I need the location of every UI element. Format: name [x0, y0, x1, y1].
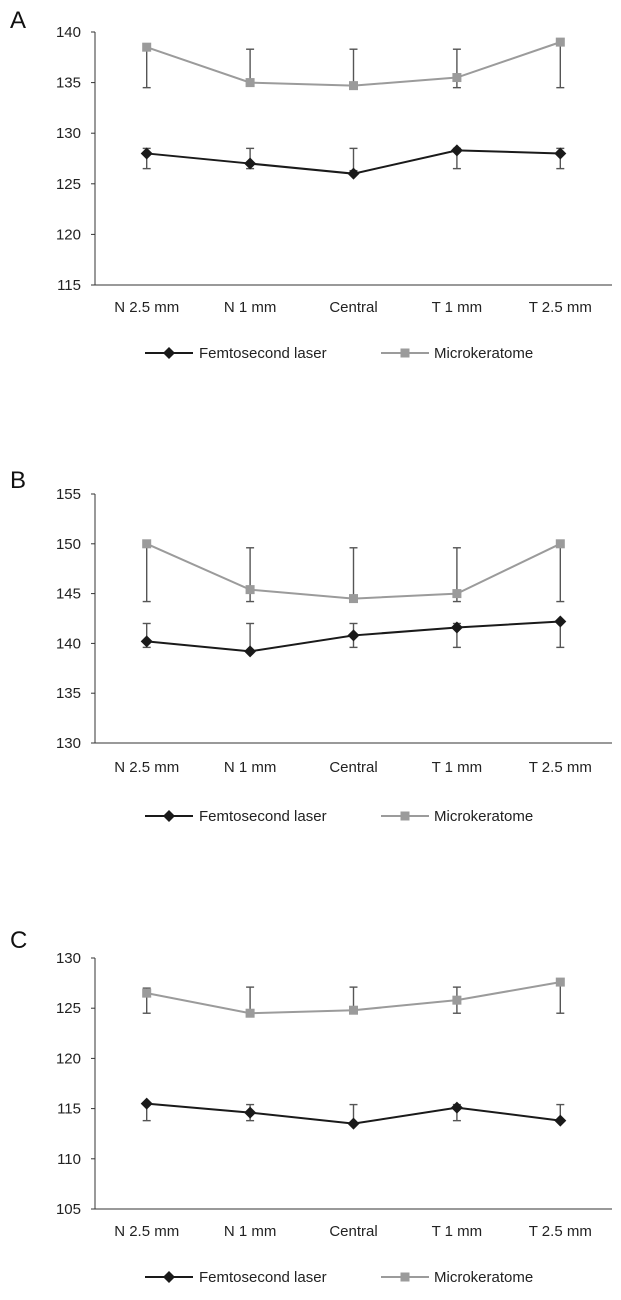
legend-item: Femtosecond laser	[145, 1269, 327, 1286]
x-tick-label: T 2.5 mm	[529, 299, 592, 316]
legend: Femtosecond laser Microkeratome	[145, 345, 533, 362]
data-point-square	[555, 539, 565, 549]
data-point-diamond	[450, 621, 463, 634]
x-tick-label: Central	[329, 1223, 377, 1240]
legend-item: Microkeratome	[381, 808, 533, 825]
legend: Femtosecond laser Microkeratome	[145, 808, 533, 825]
data-point-square	[349, 594, 358, 604]
y-tick-label: 130	[56, 950, 81, 967]
y-tick-label: 140	[56, 635, 81, 652]
data-point-square	[452, 589, 462, 599]
panel-label: C	[10, 927, 27, 954]
data-point-square	[142, 539, 152, 549]
series-microkeratome	[142, 37, 565, 91]
series-femtosecond-laser	[140, 615, 567, 658]
legend-marker-square	[400, 1272, 410, 1282]
data-point-square	[349, 1005, 358, 1015]
y-tick-label: 155	[56, 486, 81, 503]
data-point-diamond	[450, 1101, 463, 1114]
legend-label: Femtosecond laser	[199, 1269, 327, 1286]
legend-label: Microkeratome	[434, 808, 533, 825]
legend-marker-diamond	[163, 1271, 175, 1283]
x-tick-label: Central	[329, 299, 377, 316]
data-point-diamond	[140, 1097, 153, 1110]
data-point-square	[245, 585, 255, 595]
y-tick-label: 150	[56, 536, 81, 553]
y-tick-label: 140	[56, 24, 81, 41]
x-tick-label: T 1 mm	[432, 759, 483, 776]
series-microkeratome	[142, 539, 565, 604]
x-tick-label: T 2.5 mm	[529, 759, 592, 776]
chart-panel-a: A 115 120 125 130 135 140 N 2.5 mm N 1 mm Central…	[10, 7, 612, 362]
data-point-square	[245, 78, 255, 88]
data-point-square	[452, 73, 462, 83]
data-point-square	[142, 988, 152, 998]
y-tick-label: 115	[57, 277, 81, 294]
x-tick-label: N 2.5 mm	[114, 1223, 179, 1240]
x-tick-label: Central	[329, 759, 377, 776]
series-microkeratome	[142, 977, 565, 1018]
legend: Femtosecond laser Microkeratome	[145, 1269, 533, 1286]
series-femtosecond-laser	[140, 144, 567, 180]
x-tick-label: N 1 mm	[224, 1223, 277, 1240]
legend-label: Femtosecond laser	[199, 808, 327, 825]
data-point-diamond	[554, 147, 567, 160]
x-tick-label: N 1 mm	[224, 299, 277, 316]
data-point-square	[555, 37, 565, 47]
legend-label: Microkeratome	[434, 345, 533, 362]
data-point-diamond	[244, 157, 257, 170]
legend-item: Femtosecond laser	[145, 808, 327, 825]
x-tick-label: T 2.5 mm	[529, 1223, 592, 1240]
data-point-diamond	[347, 167, 360, 180]
legend-label: Microkeratome	[434, 1269, 533, 1286]
x-tick-label: T 1 mm	[432, 1223, 483, 1240]
y-tick-label: 120	[56, 226, 81, 243]
legend-item: Microkeratome	[381, 1269, 533, 1286]
data-point-diamond	[244, 1106, 257, 1119]
series-femtosecond-laser	[140, 1097, 567, 1130]
data-point-diamond	[554, 1114, 567, 1127]
panel-label: A	[10, 7, 26, 34]
chart-panel-b: B 130 135 140 145 150 155 N 2.5 mm N 1 mm Central…	[10, 467, 612, 825]
y-tick-label: 105	[56, 1201, 81, 1218]
y-tick-label: 125	[56, 1000, 81, 1017]
data-point-diamond	[140, 635, 153, 648]
data-point-square	[245, 1008, 255, 1018]
x-tick-label: N 2.5 mm	[114, 759, 179, 776]
y-tick-label: 135	[56, 685, 81, 702]
data-point-square	[349, 81, 358, 91]
data-point-diamond	[347, 629, 360, 642]
y-tick-label: 135	[56, 75, 81, 92]
legend-marker-square	[400, 811, 410, 821]
x-tick-label: T 1 mm	[432, 299, 483, 316]
legend-label: Femtosecond laser	[199, 345, 327, 362]
chart-panel-c: C 105 110 115 120 125 130 N 2.5 mm N 1 mm Central…	[10, 927, 612, 1286]
data-point-diamond	[244, 645, 257, 658]
panel-label: B	[10, 467, 26, 494]
y-tick-label: 125	[56, 176, 81, 193]
legend-marker-square	[400, 348, 410, 358]
data-point-square	[452, 995, 462, 1005]
data-point-square	[142, 42, 152, 52]
data-point-diamond	[140, 147, 153, 160]
x-tick-label: N 1 mm	[224, 759, 277, 776]
legend-item: Femtosecond laser	[145, 345, 327, 362]
x-tick-label: N 2.5 mm	[114, 299, 179, 316]
y-tick-label: 115	[57, 1101, 81, 1118]
y-tick-label: 110	[57, 1151, 81, 1168]
y-tick-label: 145	[56, 586, 81, 603]
legend-marker-diamond	[163, 347, 175, 359]
data-point-diamond	[450, 144, 463, 157]
legend-marker-diamond	[163, 810, 175, 822]
data-point-diamond	[554, 615, 567, 628]
y-tick-label: 130	[56, 735, 81, 752]
y-tick-label: 120	[56, 1050, 81, 1067]
y-tick-label: 130	[56, 125, 81, 142]
legend-item: Microkeratome	[381, 345, 533, 362]
data-point-square	[555, 977, 565, 987]
data-point-diamond	[347, 1117, 360, 1130]
